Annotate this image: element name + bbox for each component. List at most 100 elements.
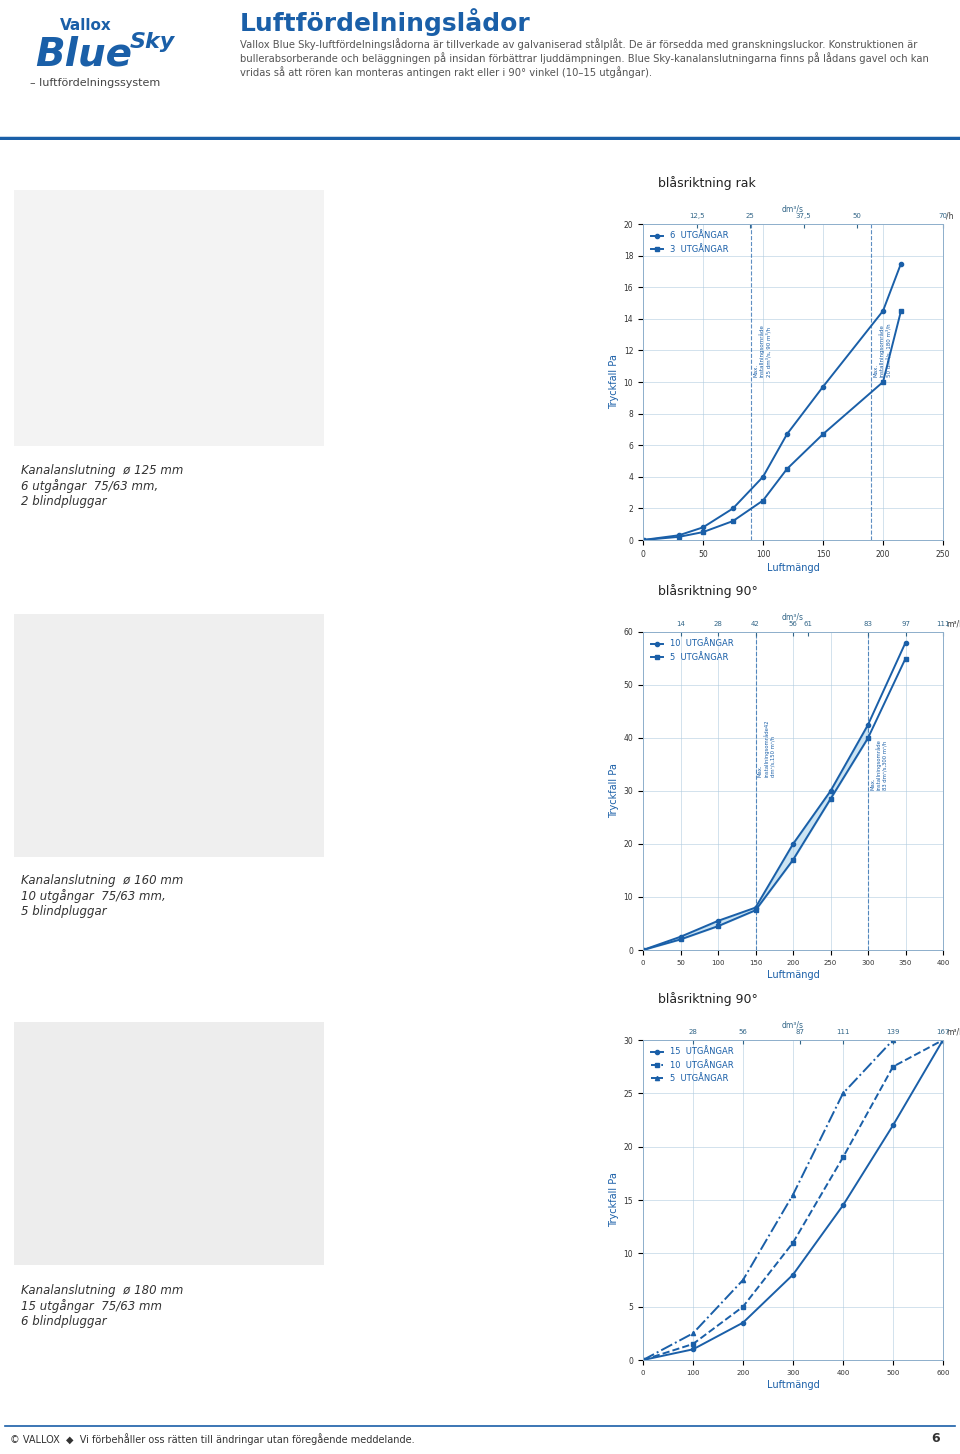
10  UTGÅNGAR	[937, 1031, 948, 1048]
10  UTGÅNGAR	[837, 1149, 849, 1166]
Text: blåsriktning 90°: blåsriktning 90°	[658, 585, 757, 598]
5  UTGÅNGAR	[737, 1271, 749, 1288]
3  UTGÅNGAR	[757, 491, 769, 509]
Text: Kanalanslutning  ø 125 mm
6 utgångar  75/63 mm,
2 blindpluggar: Kanalanslutning ø 125 mm 6 utgångar 75/6…	[21, 464, 183, 507]
Line: 6  UTGÅNGAR: 6 UTGÅNGAR	[641, 262, 903, 542]
Text: Vallox: Vallox	[60, 17, 111, 33]
10  UTGÅNGAR	[787, 835, 799, 852]
Text: 8275003: 8275003	[202, 992, 258, 1005]
Text: Max.
installningsområde
83 dm³/s,300 m³/h: Max. installningsområde 83 dm³/s,300 m³/…	[871, 739, 888, 790]
6  UTGÅNGAR	[637, 531, 649, 548]
Text: blåsriktning 90°: blåsriktning 90°	[658, 992, 757, 1006]
Text: Mått: Mått	[465, 563, 495, 576]
5  UTGÅNGAR	[862, 730, 874, 747]
X-axis label: Luftmängd: Luftmängd	[767, 563, 820, 573]
6  UTGÅNGAR	[673, 526, 684, 544]
3  UTGÅNGAR	[877, 374, 889, 391]
Text: VVS-nummer: VVS-nummer	[27, 1403, 113, 1416]
5  UTGÅNGAR	[637, 1351, 649, 1368]
Line: 3  UTGÅNGAR: 3 UTGÅNGAR	[641, 308, 903, 542]
5  UTGÅNGAR	[787, 1186, 799, 1204]
Text: 8275004: 8275004	[202, 1403, 258, 1416]
15  UTGÅNGAR	[837, 1197, 849, 1214]
6  UTGÅNGAR	[728, 500, 739, 518]
Y-axis label: Tryckfall Pa: Tryckfall Pa	[610, 355, 619, 410]
5  UTGÅNGAR	[787, 851, 799, 868]
Text: blåsriktning rak: blåsriktning rak	[658, 176, 756, 190]
5  UTGÅNGAR	[637, 941, 649, 958]
5  UTGÅNGAR	[712, 917, 724, 935]
15  UTGÅNGAR	[937, 1031, 948, 1048]
Text: m³/h: m³/h	[946, 619, 960, 628]
Text: Blue Sky luftfördelningslåda  6: Blue Sky luftfördelningslåda 6	[70, 154, 276, 169]
Legend: 6  UTGÅNGAR, 3  UTGÅNGAR: 6 UTGÅNGAR, 3 UTGÅNGAR	[647, 228, 732, 257]
6  UTGÅNGAR	[896, 254, 907, 272]
Text: VVS-nummer: VVS-nummer	[27, 992, 113, 1005]
3  UTGÅNGAR	[697, 523, 708, 541]
X-axis label: dm³/s: dm³/s	[782, 612, 804, 622]
Text: Mått: Mått	[465, 970, 495, 983]
Text: – luftfördelningssystem: – luftfördelningssystem	[30, 79, 160, 89]
X-axis label: Luftmängd: Luftmängd	[767, 970, 820, 980]
3  UTGÅNGAR	[896, 302, 907, 320]
10  UTGÅNGAR	[712, 912, 724, 929]
Line: 5  UTGÅNGAR: 5 UTGÅNGAR	[641, 1038, 945, 1362]
Text: Luftmängd: Luftmängd	[753, 970, 825, 983]
Y-axis label: Tryckfall Pa: Tryckfall Pa	[610, 763, 619, 819]
6  UTGÅNGAR	[697, 519, 708, 537]
X-axis label: dm³/s: dm³/s	[782, 1021, 804, 1029]
15  UTGÅNGAR	[687, 1341, 699, 1358]
Text: VVS-nummer  8275005: VVS-nummer 8275005	[27, 583, 180, 596]
5  UTGÅNGAR	[675, 931, 686, 948]
10  UTGÅNGAR	[887, 1059, 899, 1076]
3  UTGÅNGAR	[817, 426, 828, 443]
6  UTGÅNGAR	[757, 468, 769, 486]
10  UTGÅNGAR	[862, 715, 874, 733]
Text: m³/h: m³/h	[946, 1028, 960, 1037]
10  UTGÅNGAR	[787, 1234, 799, 1252]
Text: Max.
installningsområde
25 dm³/s, 90 m³/h: Max. installningsområde 25 dm³/s, 90 m³/…	[754, 324, 772, 377]
Text: Sky: Sky	[130, 32, 176, 52]
X-axis label: dm³/s: dm³/s	[782, 205, 804, 214]
6  UTGÅNGAR	[781, 426, 793, 443]
Legend: 15  UTGÅNGAR, 10  UTGÅNGAR, 5  UTGÅNGAR: 15 UTGÅNGAR, 10 UTGÅNGAR, 5 UTGÅNGAR	[647, 1044, 736, 1086]
Legend: 10  UTGÅNGAR, 5  UTGÅNGAR: 10 UTGÅNGAR, 5 UTGÅNGAR	[647, 637, 736, 664]
5  UTGÅNGAR	[937, 1031, 948, 1048]
10  UTGÅNGAR	[737, 1298, 749, 1316]
5  UTGÅNGAR	[887, 1031, 899, 1048]
Text: Blue Sky luftfördelningslåda  15: Blue Sky luftfördelningslåda 15	[66, 970, 279, 984]
Line: 5  UTGÅNGAR: 5 UTGÅNGAR	[641, 656, 907, 952]
3  UTGÅNGAR	[637, 531, 649, 548]
Y-axis label: Tryckfall Pa: Tryckfall Pa	[610, 1172, 619, 1227]
10  UTGÅNGAR	[675, 928, 686, 945]
Text: 383675: 383675	[202, 958, 251, 971]
Text: Mått: Mått	[465, 156, 495, 169]
5  UTGÅNGAR	[900, 650, 911, 667]
5  UTGÅNGAR	[825, 790, 836, 807]
Text: Produktnummer: Produktnummer	[27, 1371, 134, 1384]
6  UTGÅNGAR	[817, 378, 828, 395]
15  UTGÅNGAR	[637, 1351, 649, 1368]
3  UTGÅNGAR	[781, 459, 793, 477]
10  UTGÅNGAR	[750, 899, 761, 916]
15  UTGÅNGAR	[737, 1314, 749, 1332]
Line: 10  UTGÅNGAR: 10 UTGÅNGAR	[641, 641, 907, 952]
10  UTGÅNGAR	[900, 634, 911, 651]
Text: 383875: 383875	[202, 1371, 251, 1384]
15  UTGÅNGAR	[887, 1117, 899, 1134]
Text: Max.
installningsområde42
dm³/s,150 m³/h: Max. installningsområde42 dm³/s,150 m³/h	[757, 720, 775, 778]
10  UTGÅNGAR	[687, 1335, 699, 1352]
Text: Vallox Blue Sky-luftfördelningslådorna är tillverkade av galvaniserad stålplåt. : Vallox Blue Sky-luftfördelningslådorna ä…	[240, 38, 929, 77]
15  UTGÅNGAR	[787, 1266, 799, 1284]
Text: Luftmängd: Luftmängd	[753, 563, 825, 576]
5  UTGÅNGAR	[750, 901, 761, 919]
3  UTGÅNGAR	[673, 528, 684, 545]
Text: Blue: Blue	[35, 35, 132, 73]
Text: © VALLOX  ◆  Vi förbehåller oss rätten till ändringar utan föregående meddelande: © VALLOX ◆ Vi förbehåller oss rätten til…	[10, 1434, 415, 1445]
Text: Produktnummer: Produktnummer	[27, 958, 134, 971]
10  UTGÅNGAR	[825, 782, 836, 800]
Text: Luftmängd: Luftmängd	[753, 156, 825, 169]
5  UTGÅNGAR	[837, 1085, 849, 1102]
Text: 6: 6	[931, 1432, 940, 1445]
Text: Luftfördelningslådor: Luftfördelningslådor	[240, 9, 531, 36]
